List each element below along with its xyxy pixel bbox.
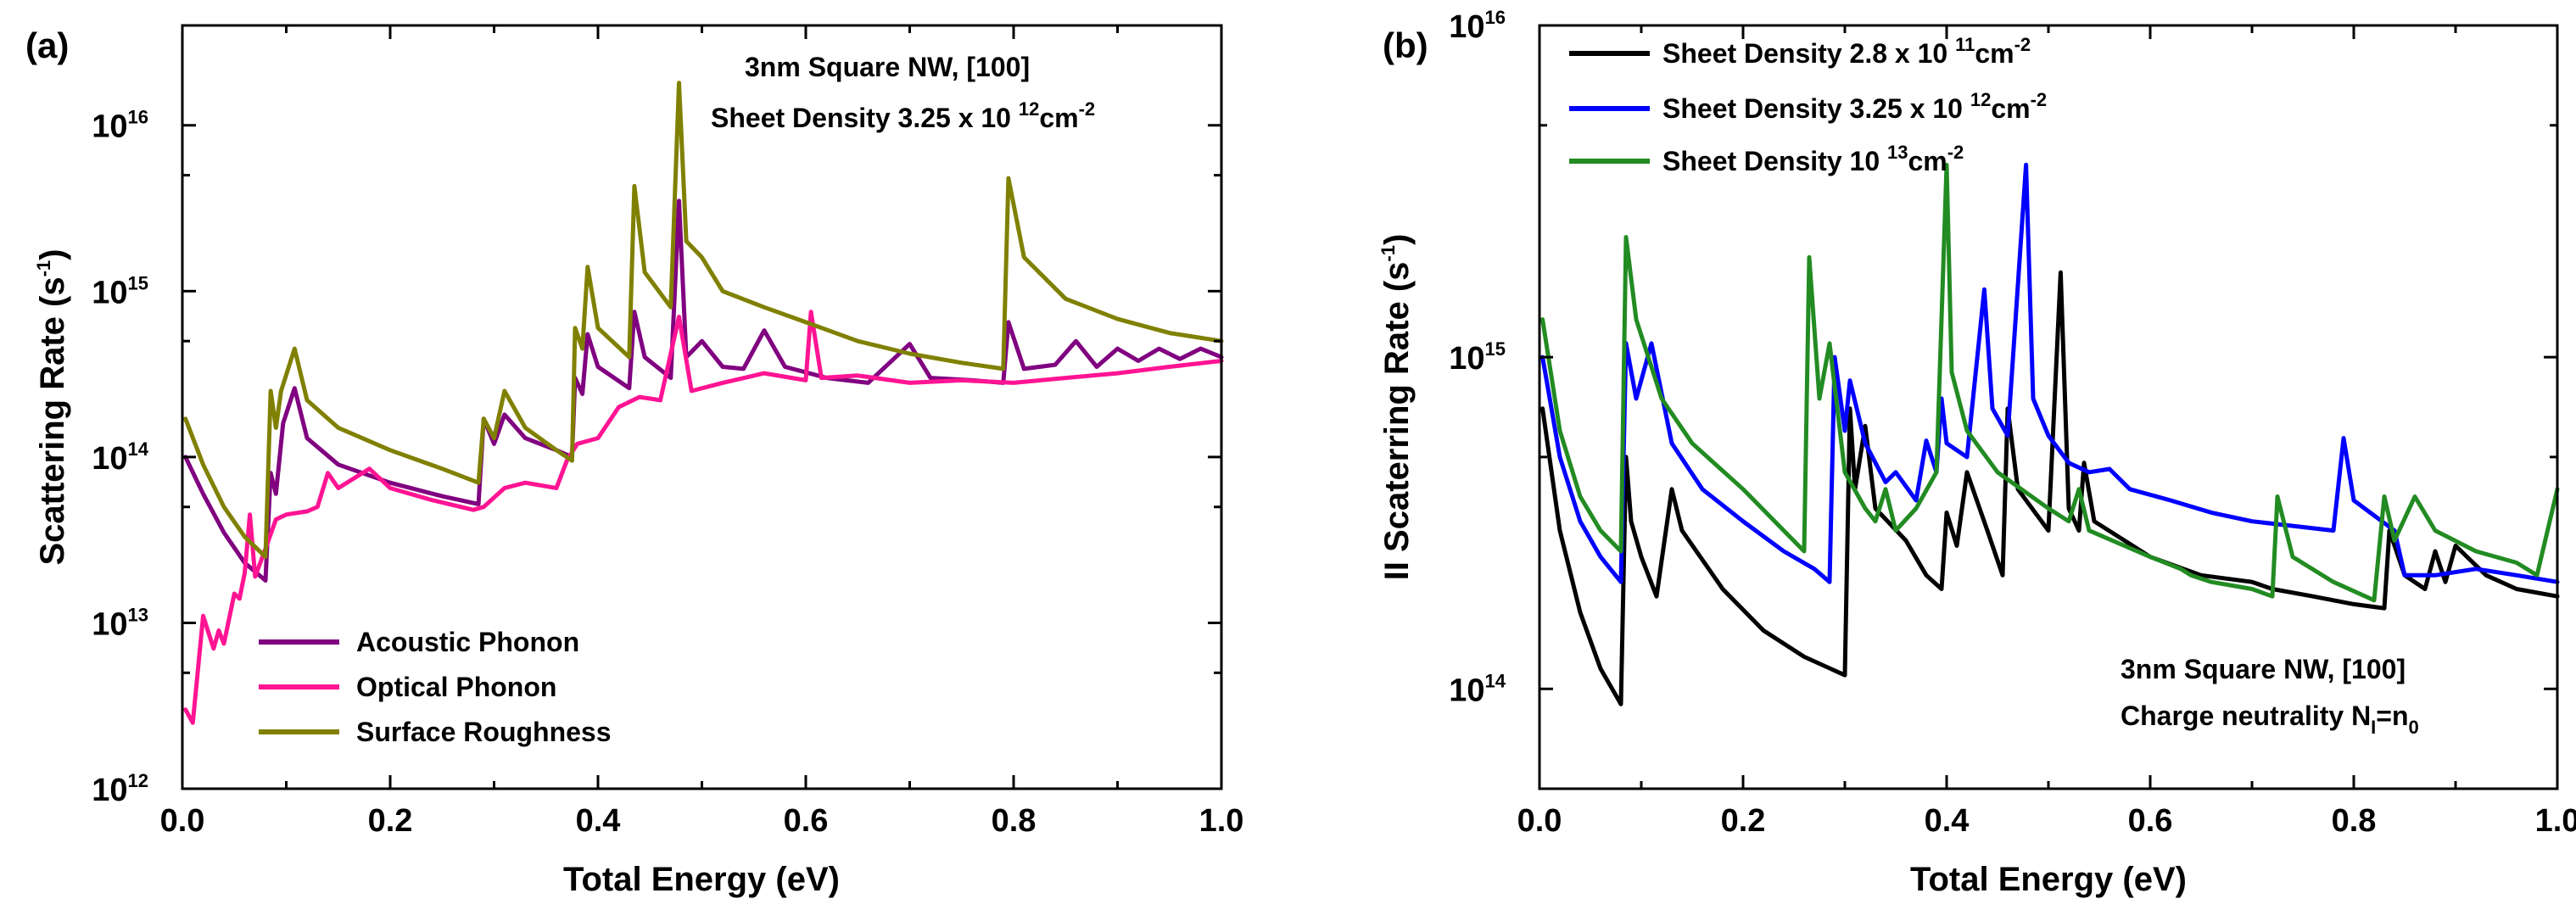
panel-b-series-sheet-density-3-25-x-10-12 (1540, 162, 2560, 584)
panel-b-x-tick-label: 1.0 (2535, 803, 2576, 839)
panel-b-y-tick-label: 1014 (1449, 670, 1506, 708)
panel-b-annotation-line1: 3nm Square NW, [100] (2121, 654, 2406, 684)
legend-item-sheet-density-1e13: Sheet Density 10 13cm-2 (1569, 142, 1964, 176)
legend-label-sheet-density-2-8e11: Sheet Density 2.8 x 10 11cm-2 (1662, 34, 2031, 69)
panel-a-plot-area (183, 81, 1224, 725)
panel-a-x-tick-label: 0.6 (784, 803, 829, 839)
legend-item-sheet-density-3-25e12: Sheet Density 3.25 x 10 12cm-2 (1569, 89, 2047, 124)
panel-b-plot-area (1540, 162, 2560, 706)
panel-a-y-tick-label: 1015 (92, 272, 148, 310)
panel-b-series-sheet-density-2-8-x-10-11 (1540, 270, 2560, 706)
panel-a-y-tick-label: 1012 (92, 770, 148, 808)
panel-a: (a) 0.0 0.2 0.4 0.6 0.8 1.0 1012 1013 1014 1015 10… (25, 24, 1243, 898)
legend-label-surface-roughness: Surface Roughness (356, 717, 612, 747)
panel-b-y-tick-label: 1015 (1449, 338, 1506, 377)
panel-a-series-surface-roughness (183, 81, 1224, 560)
panel-a-x-tick-label: 1.0 (1199, 803, 1244, 839)
panel-a-x-tick-label: 0.0 (160, 803, 205, 839)
panel-a-x-tick-label: 0.8 (992, 803, 1037, 839)
panel-b-y-tick-label: 1016 (1449, 7, 1506, 45)
legend-label-optical-phonon: Optical Phonon (356, 672, 556, 702)
panel-a-annotation-line2: Sheet Density 3.25 x 10 12cm-2 (711, 98, 1095, 133)
panel-b-label: (b) (1383, 25, 1428, 65)
panel-b-x-tick-label: 0.4 (1925, 803, 1970, 839)
panel-a-label: (a) (25, 25, 69, 65)
legend-label-sheet-density-3-25e12: Sheet Density 3.25 x 10 12cm-2 (1662, 89, 2047, 124)
panel-b-y-axis-title: II Scaterring Rate (s-1) (1377, 234, 1416, 581)
legend-label-sheet-density-1e13: Sheet Density 10 13cm-2 (1662, 142, 1964, 176)
panel-b-legend: Sheet Density 2.8 x 10 11cm-2 Sheet Dens… (1569, 34, 2047, 176)
panel-a-legend: Acoustic Phonon Optical Phonon Surface R… (259, 627, 612, 747)
panel-a-ticks: 0.0 0.2 0.4 0.6 0.8 1.0 1012 1013 1014 1015 1016 (92, 25, 1243, 839)
panel-b-x-tick-label: 0.8 (2332, 803, 2377, 839)
panel-b-x-tick-label: 0.6 (2128, 803, 2173, 839)
legend-label-acoustic-phonon: Acoustic Phonon (356, 627, 579, 657)
legend-item-acoustic-phonon: Acoustic Phonon (259, 627, 579, 657)
panel-a-series-optical-phonon (183, 310, 1224, 725)
panel-a-y-tick-label: 1014 (92, 438, 149, 477)
panel-a-y-axis-title: Scattering Rate (s-1) (33, 249, 71, 566)
panel-a-x-axis-title: Total Energy (eV) (563, 861, 840, 898)
panel-a-y-tick-label: 1016 (92, 107, 148, 145)
panel-a-series-acoustic-phonon (183, 198, 1224, 583)
legend-item-sheet-density-2-8e11: Sheet Density 2.8 x 10 11cm-2 (1569, 34, 2031, 69)
panel-a-x-tick-label: 0.2 (368, 803, 413, 839)
panel-a-annotation-line1: 3nm Square NW, [100] (745, 52, 1030, 82)
panel-b-x-tick-label: 0.0 (1517, 803, 1562, 839)
panel-b: (b) 0.0 0.2 0.4 0.6 0.8 1.0 1014 1015 1016 Sheet… (1377, 7, 2576, 898)
panel-b-series-sheet-density-10-13 (1540, 162, 2560, 603)
panel-a-axes-frame (181, 24, 1223, 790)
legend-item-surface-roughness: Surface Roughness (259, 717, 612, 747)
panel-b-annotation-line2: Charge neutrality NI=n0 (2121, 701, 2419, 738)
panel-a-x-tick-label: 0.4 (576, 803, 621, 839)
panel-a-y-tick-label: 1013 (92, 604, 148, 642)
panel-b-ticks: 0.0 0.2 0.4 0.6 0.8 1.0 1014 1015 1016 (1449, 7, 2576, 839)
panel-b-x-tick-label: 0.2 (1721, 803, 1766, 839)
panel-b-x-axis-title: Total Energy (eV) (1910, 861, 2187, 898)
legend-item-optical-phonon: Optical Phonon (259, 672, 556, 702)
